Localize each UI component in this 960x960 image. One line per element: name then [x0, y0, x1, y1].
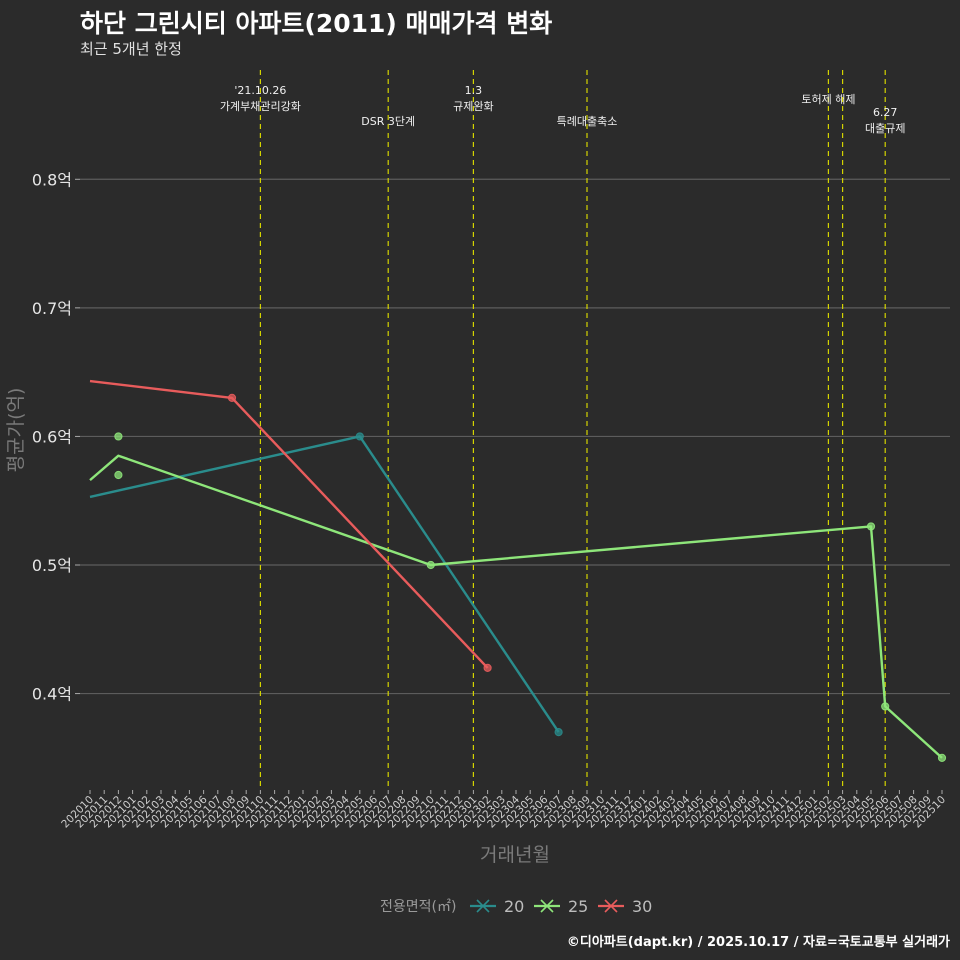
- data-point-25: [866, 522, 876, 531]
- event-label: 규제완화: [453, 100, 493, 113]
- legend: 전용면적(㎡) 20 25 30: [380, 897, 652, 916]
- axis-layer: 0.4억0.5억0.6억0.7억0.8억평균가(억)20201020201120…: [5, 170, 948, 866]
- y-tick-label: 0.8억: [32, 170, 72, 189]
- legend-key-cross-30: [604, 899, 618, 913]
- event-label: 6.27: [873, 106, 898, 119]
- y-tick-label: 0.6억: [32, 427, 72, 446]
- source-caption: ©디아파트(dapt.kr) / 2025.10.17 / 자료=국토교통부 실…: [566, 935, 950, 950]
- event-label: 대출규제: [865, 122, 905, 135]
- data-point-30: [483, 663, 492, 672]
- legend-key-cross-20: [476, 899, 490, 913]
- series-line-30: [89, 379, 489, 669]
- chart-subtitle: 최근 5개년 한정: [80, 40, 182, 58]
- series-layer: [89, 379, 947, 762]
- data-point-20: [355, 432, 364, 441]
- x-axis-title: 거래년월: [480, 844, 550, 866]
- data-point-25: [114, 470, 123, 480]
- y-tick-label: 0.4억: [32, 685, 72, 704]
- data-point-25: [426, 560, 435, 570]
- grid-layer: [80, 178, 950, 695]
- data-point-30: [227, 393, 237, 402]
- series-line-20: [89, 435, 560, 733]
- event-label: 1.3: [465, 84, 483, 97]
- legend-label-20: 20: [504, 897, 524, 916]
- data-point-20: [554, 728, 563, 737]
- legend-label-30: 30: [632, 897, 652, 916]
- chart-title: 하단 그린시티 아파트(2011) 매매가격 변화: [80, 9, 553, 38]
- legend-key-cross-25: [540, 899, 554, 913]
- event-label: 특례대출축소: [557, 115, 618, 128]
- legend-label-25: 25: [568, 897, 588, 916]
- event-label: 토허제 해제: [801, 92, 855, 106]
- data-point-25: [937, 753, 947, 762]
- data-point-25: [881, 702, 890, 711]
- event-label: 가계부채관리강화: [220, 100, 301, 113]
- y-tick-label: 0.7억: [32, 299, 72, 318]
- data-point-25: [114, 432, 123, 441]
- y-tick-label: 0.5억: [32, 556, 72, 575]
- series-line-25: [89, 454, 943, 759]
- event-label: DSR 3단계: [361, 115, 415, 128]
- y-axis-title: 평균가(억): [5, 388, 27, 473]
- legend-title: 전용면적(㎡): [380, 899, 456, 915]
- event-label: '21.10.26: [234, 84, 286, 97]
